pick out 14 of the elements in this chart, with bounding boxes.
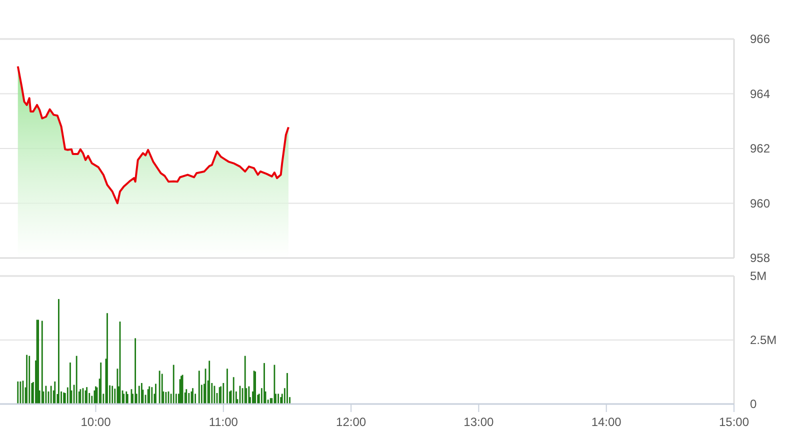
- y-tick-label: 966: [750, 32, 770, 46]
- y-tick-label: 962: [750, 142, 770, 156]
- y-tick-label: 5M: [750, 269, 767, 284]
- y-tick-label: 958: [750, 251, 770, 266]
- x-tick-label: 14:00: [591, 415, 622, 429]
- x-tick-label: 13:00: [464, 415, 494, 429]
- x-tick-label: 15:00: [718, 415, 750, 429]
- x-tick-label: 11:00: [208, 415, 238, 429]
- y-tick-label: 0: [750, 397, 757, 412]
- y-tick-label: 960: [750, 196, 770, 210]
- y-tick-label: 2.5M: [750, 333, 777, 348]
- x-tick-label: 10:00: [80, 415, 112, 429]
- x-tick-label: 12:00: [336, 415, 366, 429]
- y-tick-label: 964: [750, 86, 770, 101]
